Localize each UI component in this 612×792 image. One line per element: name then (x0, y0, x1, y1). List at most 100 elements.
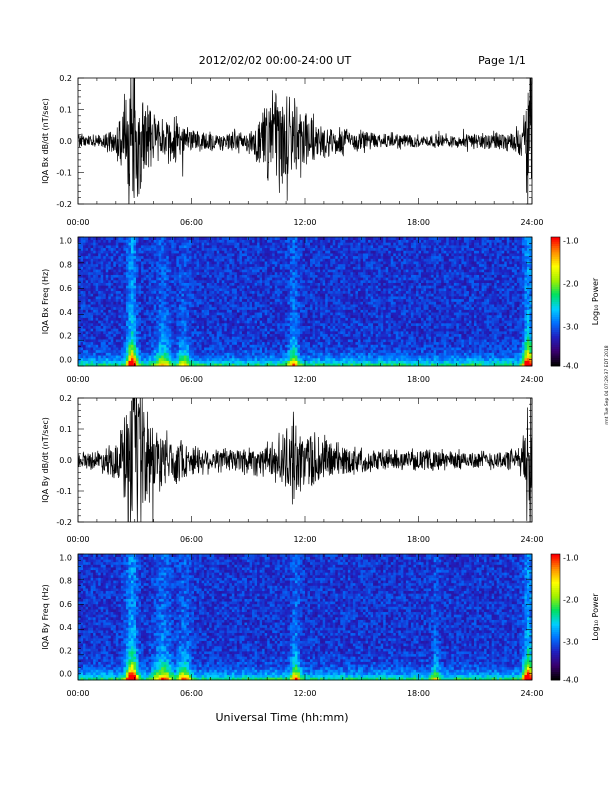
bx-spectrogram-cell (194, 306, 197, 310)
bx-spectrogram-cell (320, 242, 323, 246)
bx-spectrogram-cell (130, 296, 134, 300)
bx-spectrogram-cell (176, 290, 180, 294)
bx-spectrogram-cell (211, 349, 215, 353)
bx-spectrogram-cell (219, 306, 223, 310)
bx-spectrogram-cell (158, 290, 162, 294)
bx-spectrogram-cell (287, 250, 291, 254)
bx-spectrogram-cell (307, 333, 311, 337)
bx-spectrogram-cell (93, 341, 96, 345)
bx-spectrogram-cell (105, 239, 109, 243)
bx-spectrogram-cell (123, 301, 127, 305)
bx-spectrogram-cell (103, 277, 107, 281)
bx-spectrogram-cell (317, 309, 321, 313)
bx-spectrogram-cell (166, 312, 170, 316)
bx-spectrogram-cell (246, 282, 250, 286)
bx-spectrogram-cell (148, 325, 152, 329)
bx-spectrogram-cell (282, 357, 286, 361)
bx-spectrogram-cell (95, 333, 99, 337)
bx-spectrogram-cell (128, 314, 132, 318)
bx-spectrogram-cell (125, 296, 129, 300)
bx-spectrogram-cell (120, 250, 124, 254)
bx-spectrogram-cell (214, 360, 218, 364)
bx-spectrogram-cell (310, 333, 313, 337)
bx-spectrogram-cell (254, 298, 258, 302)
bx-spectrogram-cell (327, 255, 331, 259)
bx-spectrogram-cell (322, 274, 326, 278)
bx-spectrogram-cell (305, 280, 308, 283)
bx-spectrogram-cell (93, 349, 96, 353)
bx-spectrogram-cell (125, 266, 129, 270)
bx-spectrogram-cell (259, 312, 263, 316)
bx-spectrogram-cell (103, 306, 107, 310)
bx-spectrogram-cell (297, 357, 301, 361)
bx-spectrogram-cell (229, 331, 233, 335)
bx-spectrogram-cell (259, 325, 263, 329)
bx-spectrogram-cell (143, 331, 147, 335)
bx-spectrogram-cell (209, 341, 212, 345)
bx-spectrogram-cell (236, 282, 240, 286)
bx-spectrogram-cell (93, 247, 96, 251)
bx-spectrogram-cell (267, 263, 270, 267)
bx-spectrogram-cell (95, 250, 99, 254)
bx-spectrogram-cell (279, 258, 283, 262)
bx-spectrogram-cell (211, 239, 215, 243)
bx-spectrogram-cell (315, 325, 318, 329)
bx-spectrogram-cell (181, 242, 185, 246)
bx-spectrogram-cell (330, 331, 334, 335)
bx-spectrogram-cell (267, 301, 270, 305)
bx-spectrogram-cell (105, 245, 109, 249)
bx-spectrogram-cell (257, 266, 260, 270)
bx-spectrogram-cell (204, 331, 207, 335)
bx-spectrogram-cell (292, 333, 296, 337)
bx-spectrogram-cell (229, 271, 233, 275)
bx-spectrogram-cell (199, 285, 202, 289)
bx-spectrogram-cell (110, 261, 114, 265)
bx-spectrogram-cell (241, 239, 245, 243)
bx-spectrogram-cell (305, 245, 308, 249)
bx-spectrogram-cell (146, 331, 149, 335)
bx-spectrogram-cell (123, 357, 127, 361)
bx-spectrogram-cell (221, 237, 225, 240)
bx-spectrogram-cell (241, 312, 245, 316)
bx-spectrogram-cell (176, 237, 180, 240)
bx-spectrogram-cell (262, 323, 265, 326)
bx-spectrogram-cell (312, 274, 316, 278)
bx-spectrogram-cell (176, 247, 180, 251)
bx-spectrogram-cell (85, 263, 89, 267)
bx-spectrogram-cell (146, 271, 149, 275)
bx-spectrogram-cell (257, 239, 260, 243)
bx-spectrogram-cell (262, 317, 265, 321)
bx-spectrogram-cell (146, 247, 149, 251)
bx-spectrogram-cell (199, 253, 202, 257)
bx-spectrogram-cell (103, 336, 107, 340)
bx-spectrogram-cell (166, 282, 170, 286)
bx-spectrogram-cell (110, 288, 114, 292)
bx-spectrogram-cell (118, 298, 122, 302)
bx-spectrogram-cell (186, 331, 190, 335)
bx-spectrogram-cell (138, 314, 142, 318)
bx-spectrogram-cell (244, 261, 248, 265)
bx-spectrogram-cell (234, 304, 238, 308)
bx-spectrogram-cell (110, 290, 114, 294)
bx-spectrogram-cell (191, 266, 195, 270)
bx-spectrogram-cell (254, 333, 258, 337)
bx-spectrogram-cell (100, 312, 104, 316)
bx-spectrogram-cell (153, 242, 157, 246)
bx-spectrogram-cell (191, 328, 195, 332)
bx-spectrogram-cell (257, 320, 260, 324)
bx-spectrogram-cell (297, 323, 301, 326)
bx-spectrogram-cell (312, 253, 316, 257)
bx-spectrogram-cell (128, 253, 132, 257)
bx-spectrogram-cell (287, 314, 291, 318)
bx-spectrogram-cell (199, 282, 202, 286)
bx-spectrogram-cell (123, 266, 127, 270)
page-indicator: Page 1/1 (478, 54, 526, 67)
bx-spectrogram-cell (229, 239, 233, 243)
bx-spectrogram-cell (115, 309, 119, 313)
bx-spectrogram-cell (302, 309, 306, 313)
bx-spectrogram-cell (153, 261, 157, 265)
bx-spectrogram-cell (277, 349, 281, 353)
bx-spectrogram-cell (246, 323, 250, 326)
bx-spectrogram-cell (156, 336, 160, 340)
bx-spectrogram-cell (257, 263, 260, 267)
